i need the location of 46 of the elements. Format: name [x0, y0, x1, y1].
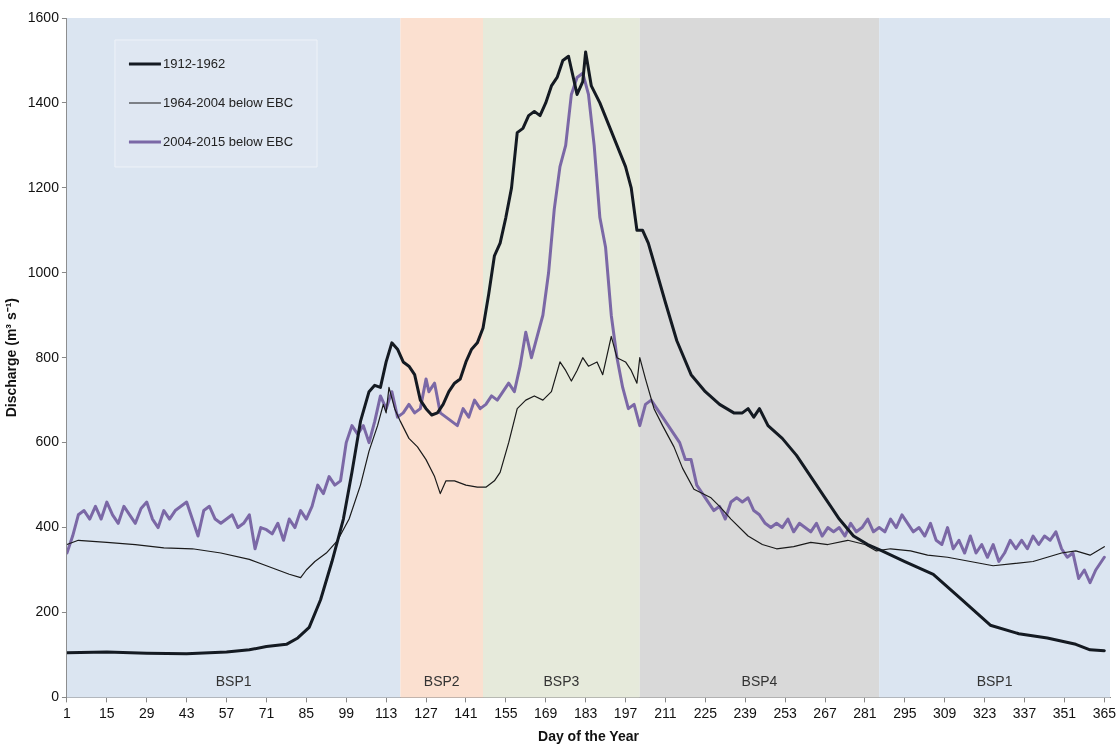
- y-tick-label: 600: [35, 433, 60, 450]
- x-tick-label: 267: [813, 704, 837, 721]
- x-tick-label: 309: [933, 704, 957, 721]
- x-tick-label: 43: [178, 704, 195, 721]
- band-label: BSP1: [976, 673, 1013, 690]
- y-tick-label: 400: [35, 518, 60, 535]
- y-tick-label: 1200: [27, 178, 60, 195]
- band-label: BSP4: [741, 673, 778, 690]
- x-tick-label: 1: [63, 704, 72, 721]
- x-tick-label: 197: [613, 704, 638, 721]
- x-tick-label: 29: [138, 704, 155, 721]
- x-tick-label: 15: [99, 704, 115, 721]
- y-tick-label: 1000: [27, 263, 60, 280]
- x-tick-label: 57: [218, 704, 235, 721]
- x-tick-label: 295: [893, 704, 917, 721]
- legend-label: 1964-2004 below EBC: [162, 94, 294, 110]
- x-tick-label: 99: [338, 704, 355, 721]
- y-tick-label: 0: [51, 688, 60, 705]
- y-axis-title: Discharge (m³ s⁻¹): [3, 298, 20, 418]
- x-tick-label: 155: [494, 704, 518, 721]
- x-tick-label: 71: [258, 704, 275, 721]
- band-label: BSP1: [215, 673, 252, 690]
- x-tick-label: 225: [693, 704, 718, 721]
- x-tick-label: 183: [573, 704, 598, 721]
- x-tick-label: 141: [454, 704, 478, 721]
- x-tick-label: 281: [853, 704, 877, 721]
- y-tick-label: 1400: [27, 93, 60, 110]
- x-tick-label: 337: [1012, 704, 1037, 721]
- y-tick-label: 1600: [27, 8, 60, 25]
- x-axis-title: Day of the Year: [538, 728, 640, 745]
- legend-label: 1912-1962: [162, 55, 226, 71]
- x-tick-label: 127: [414, 704, 438, 721]
- x-tick-label: 365: [1092, 704, 1117, 721]
- y-tick-label: 200: [35, 603, 60, 620]
- band-label: BSP2: [423, 673, 460, 690]
- x-tick-label: 351: [1052, 704, 1077, 721]
- x-tick-label: 113: [374, 704, 398, 721]
- x-tick-label: 211: [654, 704, 677, 721]
- x-tick-label: 169: [534, 704, 558, 721]
- x-tick-label: 323: [972, 704, 997, 721]
- x-tick-label: 239: [733, 704, 758, 721]
- legend-label: 2004-2015 below EBC: [162, 133, 294, 149]
- band-label: BSP3: [543, 673, 580, 690]
- x-tick-label: 85: [298, 704, 315, 721]
- x-tick-label: 253: [773, 704, 798, 721]
- y-tick-label: 800: [35, 348, 60, 365]
